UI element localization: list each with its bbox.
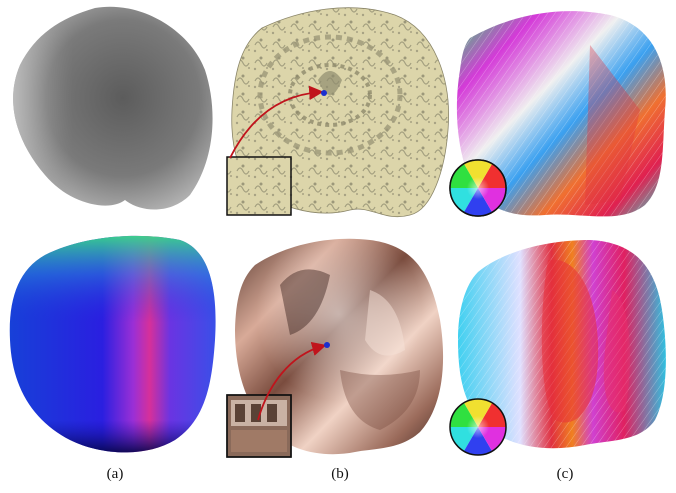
flow-field-shape-icon — [456, 11, 666, 217]
caption-c: (c) — [556, 466, 574, 482]
sample-marker — [321, 90, 327, 96]
color-wheel-legend — [449, 159, 507, 217]
color-wheel-legend — [449, 398, 507, 456]
normal-map-shape-icon — [9, 235, 216, 453]
depth-shape-icon — [13, 6, 213, 210]
mapping-arrow — [229, 85, 324, 159]
reflection-arrow — [257, 341, 327, 421]
texture-inset — [226, 156, 292, 216]
flow-field-shape-icon — [458, 240, 666, 449]
caption-a: (a) — [106, 466, 124, 482]
reflection-marker — [324, 342, 330, 348]
environment-inset — [226, 394, 292, 458]
caption-b: (b) — [331, 466, 349, 482]
